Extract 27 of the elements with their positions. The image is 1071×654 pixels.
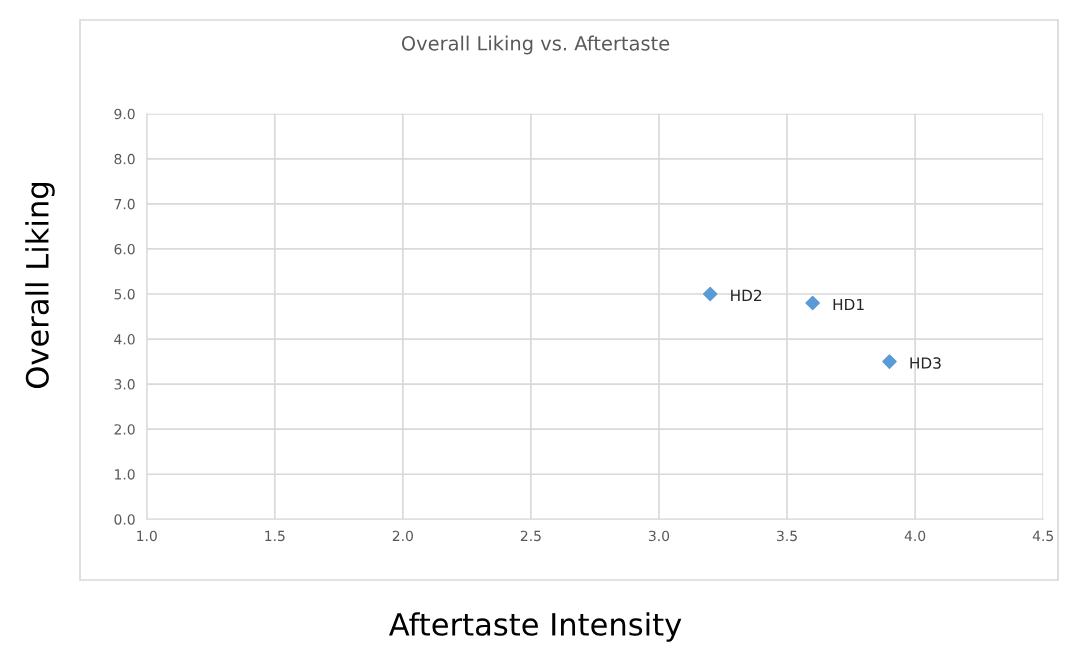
- x-tick-label: 2.0: [392, 530, 413, 542]
- x-tick-label: 4.0: [904, 530, 926, 542]
- y-tick-label: 4.0: [114, 334, 135, 345]
- chart-title: Overall Liking vs. Aftertaste: [401, 35, 670, 55]
- annotation: HD2: [731, 289, 762, 301]
- x-axis-title: Aftertaste Intensity: [389, 612, 682, 642]
- annotation: HD3: [910, 357, 941, 369]
- y-tick-label: 0.0: [114, 514, 135, 525]
- y-tick-label: 7.0: [114, 198, 135, 210]
- x-tick-label: 1.0: [137, 530, 157, 542]
- point: [805, 295, 820, 311]
- x-tick-label: 3.5: [777, 530, 797, 542]
- x-tick-label: 2.5: [520, 530, 541, 542]
- y-tick-label: 5.0: [114, 288, 135, 300]
- point: [882, 354, 897, 369]
- y-tick-label: 6.0: [114, 243, 135, 255]
- y-tick-label: 9.0: [114, 108, 135, 120]
- x-tick-label: 1.5: [265, 530, 285, 542]
- x-tick-label: 4.5: [1032, 530, 1053, 542]
- point: [702, 286, 718, 302]
- y-tick-label: 1.0: [115, 469, 135, 480]
- y-axis-title: Overall Liking: [25, 183, 55, 388]
- y-tick-label: 8.0: [114, 153, 135, 165]
- y-tick-label: 3.0: [114, 379, 135, 390]
- x-tick-label: 3.0: [648, 530, 670, 542]
- annotation: HD1: [833, 298, 864, 311]
- y-tick-label: 2.0: [114, 424, 135, 435]
